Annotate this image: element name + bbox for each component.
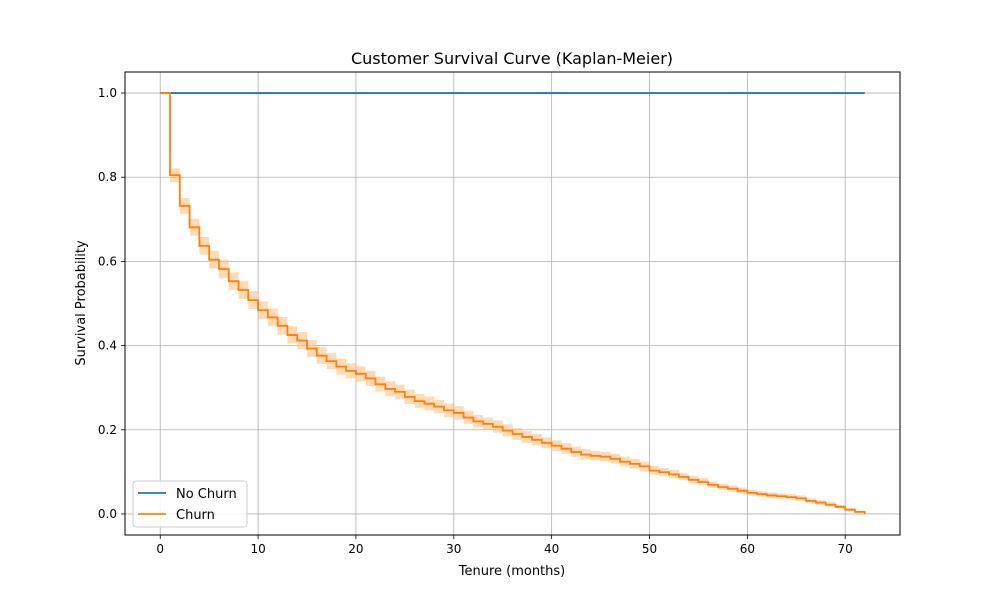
x-axis-ticks: 0 10 20 30 40 50 60 70 [156, 535, 853, 556]
legend-label-no-churn: No Churn [176, 487, 237, 502]
x-tick-label: 70 [838, 542, 853, 556]
chart-title: Customer Survival Curve (Kaplan-Meier) [351, 49, 673, 68]
x-tick-label: 60 [740, 542, 755, 556]
x-axis-label: Tenure (months) [458, 564, 566, 579]
y-tick-label: 0.4 [98, 339, 117, 353]
x-tick-label: 20 [348, 542, 363, 556]
y-axis-label: Survival Probability [74, 240, 89, 366]
x-tick-label: 40 [544, 542, 559, 556]
x-tick-label: 50 [642, 542, 657, 556]
y-tick-label: 0.6 [98, 254, 117, 268]
x-tick-label: 10 [250, 542, 265, 556]
plot-frame [124, 71, 901, 536]
legend: No Churn Churn [132, 480, 248, 528]
y-tick-label: 0.0 [98, 507, 117, 521]
y-tick-label: 0.2 [98, 423, 117, 437]
churn-survival-line [160, 92, 866, 514]
series-layer [160, 92, 866, 514]
y-axis-ticks: 0.0 0.2 0.4 0.6 0.8 1.0 [98, 86, 125, 521]
x-tick-label: 0 [156, 542, 164, 556]
x-tick-label: 30 [446, 542, 461, 556]
legend-label-churn: Churn [176, 508, 215, 523]
y-tick-label: 1.0 [98, 86, 117, 100]
y-tick-label: 0.8 [98, 170, 117, 184]
